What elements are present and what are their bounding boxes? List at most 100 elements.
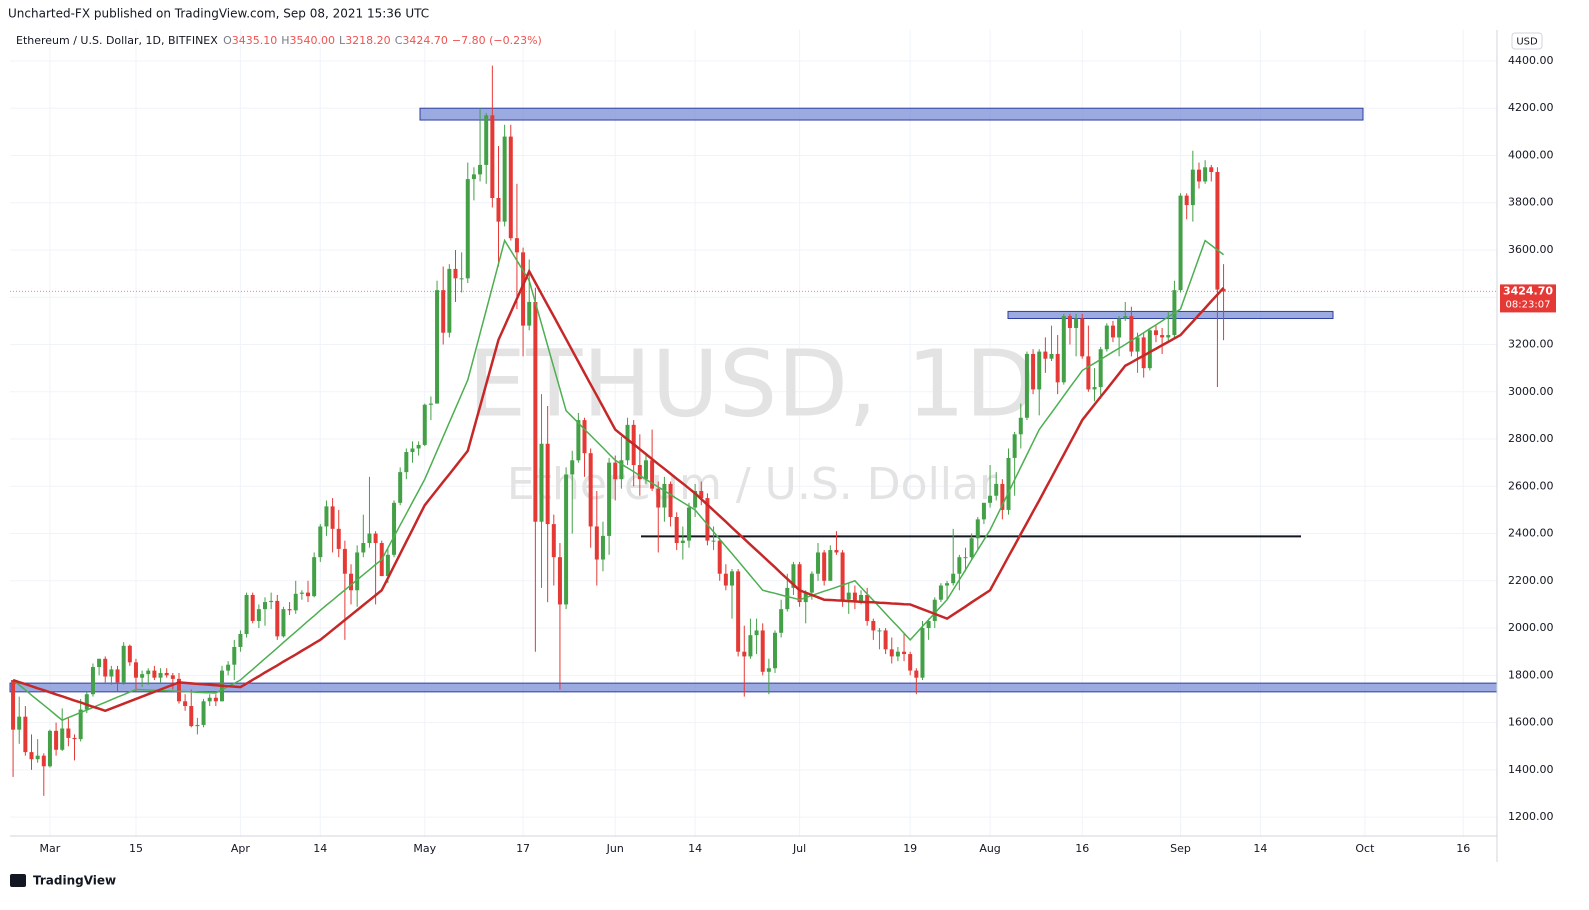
- candle-body: [385, 554, 390, 577]
- candle-body: [189, 706, 194, 727]
- candle-body: [195, 724, 200, 727]
- candle-body: [650, 460, 655, 489]
- candle-body: [877, 630, 882, 632]
- candle-body: [1024, 353, 1029, 418]
- y-tick-label: 3200.00: [1508, 338, 1554, 351]
- y-tick-label: 2600.00: [1508, 479, 1554, 492]
- candle-body: [146, 670, 151, 675]
- ohlc-value: 3424.70: [402, 34, 448, 47]
- candle-body: [951, 573, 956, 584]
- candle-body: [324, 506, 329, 527]
- candle-body: [1080, 318, 1085, 357]
- candle-body: [674, 517, 679, 543]
- candle-body: [201, 701, 206, 725]
- candle-body: [207, 697, 212, 702]
- candle-body: [459, 278, 464, 280]
- candle-body: [1061, 316, 1066, 383]
- candle-body: [1012, 434, 1017, 458]
- candle-body: [533, 301, 538, 522]
- moving-average: [12, 238, 1225, 722]
- y-tick-label: 3600.00: [1508, 243, 1554, 256]
- candle-body: [392, 502, 397, 555]
- candle-body: [557, 557, 562, 605]
- x-tick-label: 19: [903, 842, 917, 855]
- candle-body: [41, 755, 46, 767]
- candle-body: [766, 668, 771, 672]
- candle-body: [269, 600, 274, 603]
- candle-body: [29, 752, 34, 760]
- y-tick-label: 4000.00: [1508, 148, 1554, 161]
- candle-body: [47, 730, 52, 767]
- currency-label[interactable]: USD: [1516, 37, 1538, 48]
- ohlc-label: C: [395, 34, 403, 47]
- candle-body: [588, 453, 593, 527]
- candle-body: [176, 678, 181, 702]
- candle-body: [1110, 325, 1115, 338]
- candle-body: [539, 443, 544, 522]
- candle-body: [336, 528, 341, 549]
- moving-average: [12, 268, 1225, 713]
- candle-body: [551, 524, 556, 558]
- candle-body: [11, 680, 16, 730]
- candle-body: [238, 633, 243, 647]
- candle-body: [1086, 356, 1091, 390]
- candle-body: [250, 594, 255, 621]
- candle-body: [404, 452, 409, 473]
- candle-body: [1153, 330, 1158, 336]
- x-tick-label: 16: [1456, 842, 1470, 855]
- candle-body: [914, 670, 919, 678]
- candle-body: [152, 670, 157, 678]
- candle-body: [570, 460, 575, 475]
- candle-body: [994, 483, 999, 496]
- x-tick-label: Oct: [1355, 842, 1375, 855]
- candle-body: [883, 630, 888, 650]
- candle-body: [1215, 172, 1220, 290]
- candle-body: [613, 462, 618, 480]
- candle-body: [686, 507, 691, 541]
- candle-body: [822, 552, 827, 581]
- candle-body: [1135, 337, 1140, 352]
- y-tick-label: 3800.00: [1508, 196, 1554, 209]
- candle-body: [447, 268, 452, 333]
- candle-body: [127, 645, 132, 663]
- candle-body: [361, 542, 366, 553]
- x-tick-label: Jun: [606, 842, 624, 855]
- candle-body: [809, 573, 814, 593]
- marks-layer: [9, 65, 1498, 796]
- candle-body: [895, 651, 900, 657]
- candle-body: [643, 460, 648, 480]
- ohlc-change: −7.80 (−0.23%): [452, 34, 542, 47]
- candle-body: [140, 674, 145, 678]
- candle-body: [1055, 353, 1060, 383]
- candle-body: [256, 609, 261, 621]
- candle-body: [293, 593, 298, 611]
- candle-body: [435, 290, 440, 404]
- x-tick-label: Aug: [979, 842, 1000, 855]
- candle-body: [66, 728, 71, 738]
- candle-body: [619, 460, 624, 480]
- candle-body: [1184, 195, 1189, 206]
- y-tick-label: 1800.00: [1508, 668, 1554, 681]
- candle-body: [582, 420, 587, 454]
- currency-button[interactable]: [1511, 32, 1543, 50]
- candle-body: [17, 716, 22, 730]
- candle-body: [1049, 353, 1054, 359]
- candle-body: [1129, 316, 1134, 352]
- candle-body: [1160, 335, 1165, 338]
- y-tick-label: 1400.00: [1508, 763, 1554, 776]
- ohlc-value: 3435.10: [232, 34, 278, 47]
- candle-body: [514, 238, 519, 253]
- candle-body: [662, 483, 667, 508]
- x-tick-label: Sep: [1170, 842, 1191, 855]
- zone: [419, 107, 1364, 121]
- candle-body: [496, 198, 501, 222]
- candle-body: [1031, 353, 1036, 390]
- candle-body: [785, 587, 790, 610]
- x-tick-label: 16: [1075, 842, 1089, 855]
- candle-body: [889, 649, 894, 657]
- candle-body: [852, 592, 857, 603]
- candle-body: [1147, 330, 1152, 369]
- candle-body: [680, 540, 685, 543]
- candle-body: [828, 550, 833, 581]
